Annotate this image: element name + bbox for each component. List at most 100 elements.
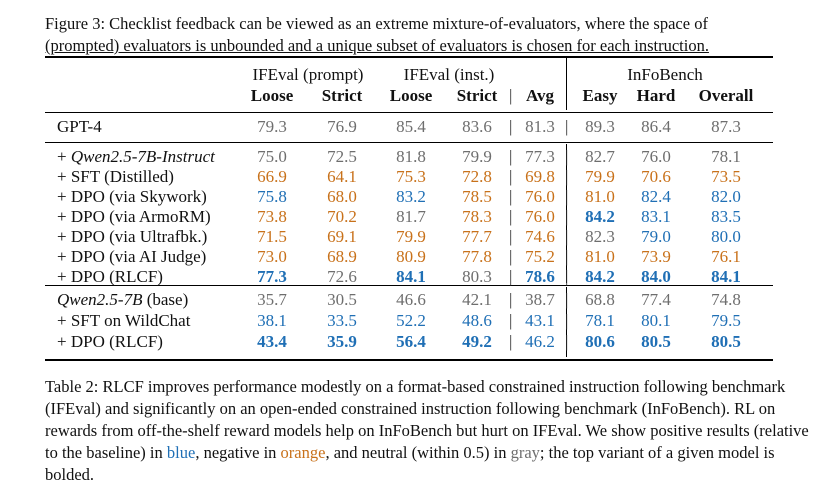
row-label-text: + DPO (via ArmoRM) <box>57 207 211 226</box>
group-header-ifeval-prompt: IFEval (prompt) <box>252 65 364 84</box>
table-cell: 75.2 <box>525 247 555 266</box>
table-caption-orange-word: orange <box>280 443 326 462</box>
column-separator: | <box>509 207 513 226</box>
column-separator: | <box>565 167 569 186</box>
table-cell: 73.5 <box>711 167 741 186</box>
column-header-easy: Easy <box>582 86 618 105</box>
table-cell: 74.6 <box>525 227 555 246</box>
table-caption-text: ; the top variant of a given model is bo… <box>45 443 775 484</box>
table-cell: 78.1 <box>711 147 741 166</box>
table-cell: 83.2 <box>396 187 426 206</box>
table-cell: 79.9 <box>462 147 492 166</box>
table-cell: 78.3 <box>462 207 492 226</box>
table-cell: 87.3 <box>711 117 741 136</box>
table-cell: 79.3 <box>257 117 287 136</box>
table-caption-text: , and neutral (within 0.5) in <box>325 443 511 462</box>
table-cell: 75.3 <box>396 167 426 186</box>
table-cell: 73.0 <box>257 247 287 266</box>
table-caption: Table 2: RLCF improves performance modes… <box>45 376 825 486</box>
table-cell: 70.6 <box>641 167 671 186</box>
row-label: + DPO (RLCF) <box>57 331 163 352</box>
row-label: + SFT (Distilled) <box>57 166 174 187</box>
row-label: + DPO (RLCF) <box>57 266 163 287</box>
table-cell: 80.5 <box>641 332 671 351</box>
figure-caption-line2: (prompted) evaluators is unbounded and a… <box>45 36 709 55</box>
table-cell: 68.9 <box>327 247 357 266</box>
column-separator: | <box>565 247 569 266</box>
table-cell: 30.5 <box>327 290 357 309</box>
table-cell: 73.8 <box>257 207 287 226</box>
row-label-text: + DPO (via Ultrafbk.) <box>57 227 208 246</box>
table-cell: 56.4 <box>396 332 426 351</box>
table-bottom-rule <box>45 359 773 361</box>
column-separator: | <box>509 187 513 206</box>
table-cell: 76.0 <box>641 147 671 166</box>
figure-caption: Figure 3: Checklist feedback can be view… <box>45 13 825 57</box>
column-separator: | <box>509 117 513 136</box>
table-cell: 78.5 <box>462 187 492 206</box>
table-cell: 76.0 <box>525 207 555 226</box>
row-label-model: Qwen2.5-7B <box>57 290 143 309</box>
table-cell: 66.9 <box>257 167 287 186</box>
table-cell: 82.3 <box>585 227 615 246</box>
table-cell: 76.9 <box>327 117 357 136</box>
table-cell: 38.7 <box>525 290 555 309</box>
row-label: + SFT on WildChat <box>57 310 190 331</box>
table-cell: 38.1 <box>257 311 287 330</box>
table-cell: 84.1 <box>711 267 741 286</box>
row-label: GPT-4 <box>57 116 102 137</box>
column-separator: | <box>565 227 569 246</box>
table-cell: 80.5 <box>711 332 741 351</box>
table-cell: 77.3 <box>525 147 555 166</box>
table-cell: 73.9 <box>641 247 671 266</box>
table-cell: 84.2 <box>585 207 615 226</box>
table-cell: 79.0 <box>641 227 671 246</box>
column-separator: | <box>509 290 513 309</box>
table-top-rule <box>45 56 773 58</box>
figure-caption-line1: Figure 3: Checklist feedback can be view… <box>45 14 708 33</box>
table-caption-text: Table 2: RLCF improves performance modes… <box>45 377 809 462</box>
table-cell: 80.3 <box>462 267 492 286</box>
table-cell: 82.0 <box>711 187 741 206</box>
table-cell: 80.0 <box>711 227 741 246</box>
column-separator: | <box>565 311 569 330</box>
table-cell: 83.1 <box>641 207 671 226</box>
row-label-text: + <box>57 147 71 166</box>
table-cell: 33.5 <box>327 311 357 330</box>
table-section-rule <box>45 285 773 286</box>
table-cell: 82.4 <box>641 187 671 206</box>
column-separator: | <box>509 167 513 186</box>
table-cell: 69.1 <box>327 227 357 246</box>
table-caption-blue-word: blue <box>166 443 196 462</box>
table-cell: 79.9 <box>396 227 426 246</box>
table-cell: 81.7 <box>396 207 426 226</box>
table-cell: 84.1 <box>396 267 426 286</box>
table-cell: 79.5 <box>711 311 741 330</box>
group-header-ifeval-inst: IFEval (inst.) <box>403 65 495 84</box>
table-cell: 76.0 <box>525 187 555 206</box>
row-label-suffix: (base) <box>142 290 189 309</box>
infobench-divider <box>566 58 568 110</box>
table-cell: 72.5 <box>327 147 357 166</box>
table-cell: 43.1 <box>525 311 555 330</box>
table-cell: 84.0 <box>641 267 671 286</box>
column-separator: | <box>509 147 513 166</box>
row-label: + DPO (via AI Judge) <box>57 246 206 267</box>
table-cell: 69.8 <box>525 167 555 186</box>
table-cell: 74.8 <box>711 290 741 309</box>
table-cell: 82.7 <box>585 147 615 166</box>
column-separator: | <box>565 290 569 309</box>
table-cell: 71.5 <box>257 227 287 246</box>
table-cell: 84.2 <box>585 267 615 286</box>
table-cell: 89.3 <box>585 117 615 136</box>
column-separator: | <box>565 332 569 351</box>
row-label-text: + DPO (RLCF) <box>57 267 163 286</box>
row-label-text: + DPO (via Skywork) <box>57 187 207 206</box>
column-separator: | <box>565 147 569 166</box>
column-separator: | <box>565 267 569 286</box>
table-cell: 72.8 <box>462 167 492 186</box>
table-cell: 77.8 <box>462 247 492 266</box>
table-cell: 49.2 <box>462 332 492 351</box>
infobench-divider <box>566 144 568 283</box>
table-cell: 64.1 <box>327 167 357 186</box>
